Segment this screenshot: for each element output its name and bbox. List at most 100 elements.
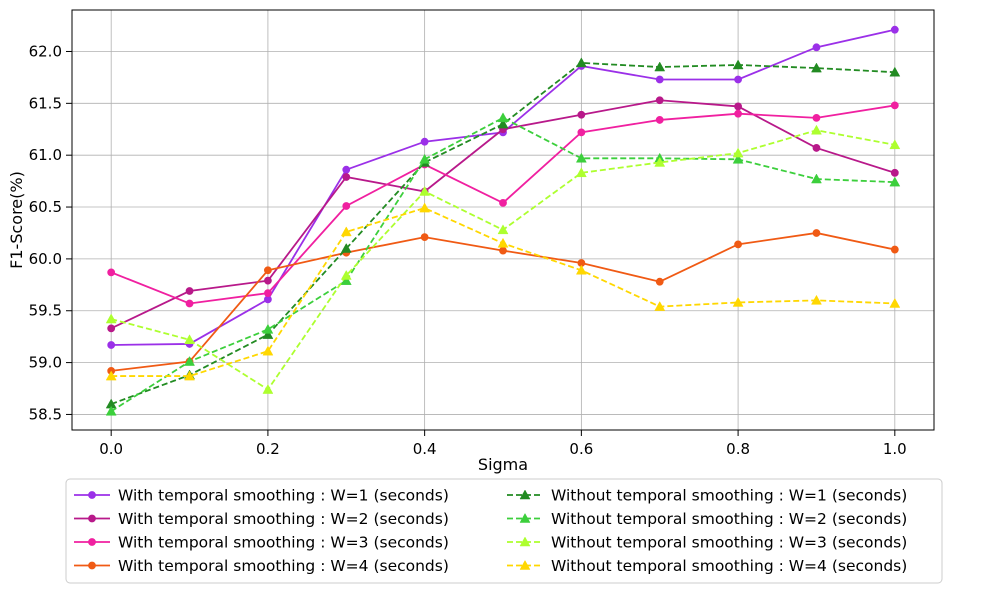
- legend-label: Without temporal smoothing : W=3 (second…: [551, 534, 907, 552]
- data-point: [262, 329, 274, 339]
- data-point: [575, 167, 587, 178]
- data-point: [264, 289, 272, 298]
- data-point: [734, 102, 742, 111]
- data-point: [734, 109, 742, 118]
- series-7: [105, 124, 901, 394]
- data-point: [185, 287, 194, 295]
- data-point: [890, 101, 899, 110]
- legend-swatch-marker: [519, 489, 531, 500]
- data-point: [262, 384, 274, 394]
- legend-item: Without temporal smoothing : W=4 (second…: [507, 557, 907, 575]
- data-point: [105, 405, 117, 416]
- legend-label: Without temporal smoothing : W=1 (second…: [551, 487, 907, 505]
- data-point: [105, 370, 117, 381]
- data-point: [499, 246, 507, 255]
- data-point: [262, 345, 274, 356]
- y-tick-label: 59.0: [29, 354, 62, 372]
- data-point: [499, 198, 507, 207]
- data-point: [889, 176, 901, 187]
- legend-item: With temporal smoothing : W=4 (seconds): [74, 557, 449, 575]
- data-point: [734, 75, 742, 84]
- x-tick-label: 0.2: [256, 440, 280, 458]
- legend-box: [65, 478, 943, 584]
- data-point: [575, 264, 587, 275]
- series-5: [105, 57, 901, 409]
- legend-item: With temporal smoothing : W=1 (seconds): [74, 487, 449, 505]
- x-tick-label: 0.0: [99, 440, 123, 458]
- data-point: [732, 147, 744, 158]
- legend: With temporal smoothing : W=1 (seconds) W…: [65, 478, 943, 584]
- data-point: [654, 61, 666, 72]
- data-point: [732, 153, 744, 164]
- data-point: [811, 294, 822, 305]
- legend-label: With temporal smoothing : W=1 (seconds): [118, 487, 449, 505]
- y-axis-label: F1-Score(%): [7, 171, 26, 269]
- y-tick-label: 61.5: [29, 94, 62, 112]
- series-lines: [105, 25, 901, 416]
- y-tick-label: 62.0: [29, 42, 62, 60]
- data-point: [107, 341, 116, 349]
- data-point: [812, 43, 821, 52]
- x-tick-label: 0.8: [726, 440, 750, 458]
- data-point: [577, 128, 586, 137]
- legend-swatch-marker: [88, 491, 96, 499]
- x-axis-label: Sigma: [478, 455, 528, 474]
- legend-label: With temporal smoothing : W=4 (seconds): [118, 557, 449, 575]
- legend-item: Without temporal smoothing : W=1 (second…: [507, 487, 907, 505]
- data-point: [812, 113, 821, 122]
- data-point: [812, 229, 821, 237]
- data-point: [655, 116, 664, 124]
- data-point: [890, 25, 899, 34]
- data-point: [184, 370, 195, 381]
- data-point: [811, 124, 822, 135]
- data-point: [889, 139, 901, 150]
- series-8: [105, 202, 901, 381]
- data-point: [184, 356, 195, 366]
- series-2: [107, 96, 899, 333]
- data-point: [811, 173, 822, 184]
- legend-item: Without temporal smoothing : W=3 (second…: [507, 534, 907, 552]
- data-point: [419, 153, 431, 164]
- data-point: [420, 137, 429, 146]
- plot-frame: [71, 9, 935, 431]
- legend-label: Without temporal smoothing : W=4 (second…: [551, 557, 907, 575]
- axis-ticks: 0.0 0.2 0.4 0.6 0.8 1.0 58.5 59.0 59.5 60.0 60.5 61…: [29, 42, 907, 458]
- data-point: [655, 75, 664, 84]
- data-point: [342, 173, 351, 181]
- legend-label: Without temporal smoothing : W=2 (second…: [551, 510, 907, 528]
- y-tick-label: 59.5: [29, 302, 62, 320]
- legend-swatch-marker: [88, 538, 96, 546]
- x-tick-label: 0.6: [569, 440, 593, 458]
- data-point: [184, 334, 195, 345]
- data-point: [890, 245, 899, 254]
- data-point: [420, 233, 429, 242]
- legend-item: With temporal smoothing : W=2 (seconds): [74, 510, 449, 528]
- data-point: [497, 237, 509, 248]
- legend-swatch-marker: [88, 561, 96, 570]
- legend-swatch-marker: [519, 512, 531, 523]
- data-point: [264, 266, 272, 275]
- data-point: [340, 226, 352, 237]
- data-point: [107, 324, 116, 333]
- y-tick-label: 60.0: [29, 250, 62, 268]
- series-line: [110, 116, 895, 413]
- data-point: [575, 57, 587, 68]
- data-point: [342, 165, 351, 174]
- x-tick-label: 0.4: [413, 440, 437, 458]
- data-point: [889, 297, 901, 308]
- data-point: [497, 112, 509, 123]
- legend-swatch-marker: [519, 536, 531, 547]
- y-tick-label: 61.0: [29, 146, 62, 164]
- data-point: [107, 268, 116, 277]
- data-point: [732, 59, 744, 70]
- data-point: [419, 185, 431, 196]
- data-point: [811, 62, 822, 73]
- series-1: [107, 25, 899, 349]
- data-point: [655, 96, 664, 105]
- data-point: [419, 202, 431, 213]
- data-point: [890, 168, 899, 177]
- data-point: [812, 144, 821, 152]
- data-point: [732, 296, 744, 307]
- data-point: [264, 276, 272, 285]
